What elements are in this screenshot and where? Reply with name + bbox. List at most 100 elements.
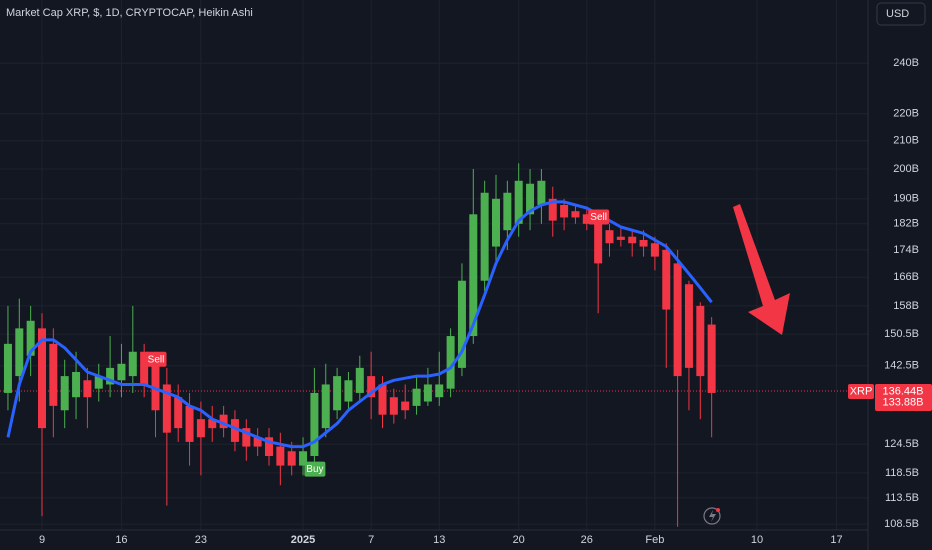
- candle-body: [367, 376, 376, 398]
- arrow: [733, 204, 790, 335]
- candle-body: [684, 284, 693, 368]
- candle-body: [185, 405, 194, 442]
- candle-body: [514, 180, 523, 224]
- candle-body: [560, 204, 569, 218]
- x-tick-label: 2025: [291, 534, 315, 546]
- candle-body: [128, 351, 137, 377]
- y-tick-label: 158B: [893, 300, 919, 312]
- x-tick-label: Feb: [645, 534, 664, 546]
- candle-body: [446, 336, 455, 389]
- x-tick-label: 17: [830, 534, 842, 546]
- x-tick-label: 10: [751, 534, 763, 546]
- chart-title: Market Cap XRP, $, 1D, CRYPTOCAP, Heikin…: [6, 7, 253, 19]
- y-tick-label: 166B: [893, 271, 919, 283]
- candle-body: [707, 324, 716, 393]
- candle-body: [230, 419, 239, 442]
- candle-body: [639, 239, 648, 247]
- y-tick-label: 108.5B: [884, 518, 919, 530]
- y-tick-label: 142.5B: [884, 360, 919, 372]
- candle-body: [435, 384, 444, 398]
- signal-box: [588, 209, 610, 225]
- y-tick-label: 118.5B: [885, 467, 919, 479]
- replay-icon[interactable]: [703, 507, 721, 525]
- candle-body: [15, 328, 24, 377]
- candle-body: [401, 401, 410, 411]
- candle-body: [26, 320, 35, 356]
- candle-body: [673, 263, 682, 377]
- candle-body: [628, 236, 637, 244]
- candle-body: [242, 428, 251, 447]
- y-tick-label: 124.5B: [884, 438, 919, 450]
- x-tick-label: 16: [115, 534, 127, 546]
- candle-body: [333, 376, 342, 411]
- candle-body: [310, 392, 319, 457]
- candle-body: [219, 414, 228, 429]
- candle-body: [548, 198, 557, 221]
- candle-body: [503, 192, 512, 231]
- candle-body: [492, 198, 500, 247]
- x-tick-label: 13: [433, 534, 445, 546]
- candle-body: [94, 376, 103, 389]
- lightning: [709, 510, 716, 522]
- y-tick-label: 150.5B: [884, 328, 919, 340]
- candle-body: [650, 243, 659, 257]
- candle-body: [537, 180, 546, 205]
- signal-label: Buy: [306, 464, 323, 475]
- price-label-2: 133.88B: [883, 396, 924, 408]
- y-tick-label: 190B: [893, 193, 919, 205]
- signal-label: Sell: [590, 212, 607, 223]
- y-tick-label: 113.5B: [885, 492, 919, 504]
- signal-label: Sell: [148, 354, 165, 365]
- candle-body: [616, 236, 625, 240]
- candle-body: [571, 211, 580, 218]
- candle-body: [480, 192, 489, 281]
- x-tick-label: 7: [368, 534, 374, 546]
- candle-body: [38, 328, 46, 429]
- candle-body: [526, 183, 535, 215]
- candle-body: [140, 351, 149, 385]
- candle-body: [151, 359, 160, 411]
- dot: [716, 508, 720, 512]
- candle-body: [196, 419, 205, 438]
- candle-body: [287, 451, 296, 466]
- candle-body: [662, 249, 671, 310]
- candle-body: [265, 437, 273, 457]
- candle-body: [49, 343, 58, 406]
- candle-body: [208, 419, 217, 429]
- currency-button[interactable]: [876, 2, 926, 26]
- symbol-badge: [848, 384, 874, 400]
- y-tick-label: 220B: [893, 108, 919, 120]
- price-label: 136.44B: [883, 385, 924, 397]
- candle-body: [299, 451, 308, 466]
- signal-box: [304, 461, 326, 477]
- candle-body: [276, 446, 285, 466]
- candle-body: [72, 371, 81, 398]
- marks: [3, 163, 716, 527]
- price-badge-2: [875, 395, 932, 411]
- candle-body: [174, 397, 183, 429]
- grid: [0, 0, 868, 530]
- candle-body: [582, 214, 591, 224]
- y-tick-label: 174B: [893, 244, 919, 256]
- y-tick-label: 240B: [893, 57, 919, 69]
- candle-body: [321, 384, 330, 429]
- candle-body: [457, 280, 466, 368]
- candle-body: [594, 217, 603, 264]
- candle-body: [378, 384, 387, 415]
- signal-box: [145, 351, 167, 367]
- candle-body: [83, 380, 92, 398]
- candle-body: [412, 388, 421, 406]
- y-tick-label: 210B: [893, 135, 919, 147]
- x-tick-label: 26: [581, 534, 593, 546]
- candle-body: [469, 214, 478, 337]
- candle-body: [253, 437, 262, 447]
- candle-body: [162, 384, 171, 433]
- currency-label[interactable]: USD: [886, 8, 909, 20]
- candle-body: [423, 384, 432, 402]
- x-tick-label: 20: [513, 534, 525, 546]
- candle-body: [60, 376, 69, 411]
- x-tick-label: 9: [39, 534, 45, 546]
- candle-body: [605, 230, 614, 244]
